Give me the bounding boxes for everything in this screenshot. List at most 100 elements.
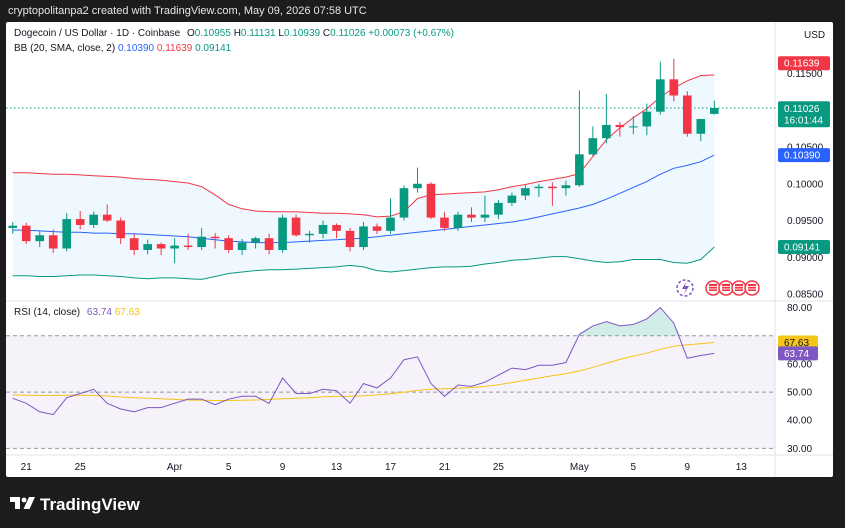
low-value: 0.10939 xyxy=(283,28,321,39)
candle-body xyxy=(696,119,706,134)
candle-body xyxy=(129,238,139,250)
rsi-badge-label: 67.63 xyxy=(784,338,809,349)
currency-label: USD xyxy=(804,30,825,41)
candle-body xyxy=(615,124,625,128)
brand-name: TradingView xyxy=(40,495,140,514)
tradingview-logo-icon xyxy=(10,494,36,518)
open-label: O xyxy=(186,28,195,39)
tradingview-brand[interactable]: TradingView xyxy=(10,493,140,517)
rsi-ma-line xyxy=(12,341,715,401)
time-tick-label: 9 xyxy=(685,462,691,473)
candle-body xyxy=(480,214,490,218)
time-tick-label: Apr xyxy=(167,462,183,473)
price-badge-label: 0.11639 xyxy=(784,59,820,70)
symbol-legend: Dogecoin / US Dollar · 1D · Coinbase O 0.… xyxy=(14,28,454,39)
candle-body xyxy=(332,224,341,231)
close-label: C xyxy=(322,28,331,39)
candle-body xyxy=(548,186,557,189)
candle-body xyxy=(35,235,45,242)
price-badge-label: 0.11026 xyxy=(784,104,820,115)
time-tick-label: 21 xyxy=(21,462,33,473)
candle-body xyxy=(62,219,72,249)
bb-upper-line xyxy=(12,74,715,218)
price-tick-label: 0.09500 xyxy=(787,216,824,227)
flash-icon xyxy=(676,279,694,297)
candle-body xyxy=(183,245,193,248)
time-tick-label: 9 xyxy=(280,462,286,473)
candle-body xyxy=(507,195,517,203)
candle-body xyxy=(629,126,638,128)
candle-body xyxy=(669,79,679,96)
candle-body xyxy=(8,225,18,228)
bb-lower-value: 0.09141 xyxy=(195,43,232,54)
price-tick-label: 0.11500 xyxy=(787,69,823,80)
us-flag-icon xyxy=(722,284,730,291)
candle-body xyxy=(534,186,544,189)
rsi-overbought-fill xyxy=(572,307,681,336)
candle-body xyxy=(642,111,652,127)
time-tick-label: May xyxy=(570,462,589,473)
candle-body xyxy=(656,79,665,112)
chart-card: 0.115000.110000.105000.100000.095000.090… xyxy=(6,22,833,477)
rsi-badge xyxy=(778,346,818,361)
candle-body xyxy=(359,226,368,248)
candle-body xyxy=(102,214,112,221)
us-flag-icon xyxy=(735,284,743,291)
rsi-ma-value: 67.63 xyxy=(114,307,140,318)
candle-body xyxy=(75,219,85,225)
rsi-tick-label: 50.00 xyxy=(787,388,812,399)
price-badge xyxy=(778,56,830,71)
price-badge xyxy=(778,239,830,254)
candle-body xyxy=(156,244,166,249)
close-value: 0.11026 xyxy=(330,28,366,39)
candle-body xyxy=(170,245,179,249)
candle-body xyxy=(48,235,58,249)
rsi-line xyxy=(12,306,715,416)
chart-icon-group xyxy=(676,279,760,297)
candle-body xyxy=(237,242,247,250)
rsi-label: RSI (14, close) xyxy=(14,307,81,318)
price-tick-label: 0.09000 xyxy=(787,253,824,264)
candle-body xyxy=(21,225,31,242)
price-badge xyxy=(778,148,830,163)
candle-body xyxy=(264,238,274,250)
price-badge xyxy=(778,101,830,128)
candle-body xyxy=(291,217,301,236)
candle-body xyxy=(561,185,571,189)
time-tick-label: 13 xyxy=(331,462,343,473)
bb-band-fill xyxy=(12,74,715,280)
candle-body xyxy=(386,217,395,231)
candle-body xyxy=(210,236,220,239)
time-tick-label: 25 xyxy=(75,462,87,473)
rsi-tick-label: 40.00 xyxy=(787,416,812,427)
symbol-title: Dogecoin / US Dollar · 1D · Coinbase xyxy=(14,28,181,39)
price-tick-label: 0.10000 xyxy=(787,179,824,190)
us-flag-icon xyxy=(709,284,717,291)
us-flag-icon xyxy=(748,284,756,291)
candle-body xyxy=(709,108,719,114)
rsi-badge xyxy=(778,335,818,350)
candle-body xyxy=(602,124,611,139)
candle-body xyxy=(305,233,314,236)
high-label: H xyxy=(233,28,241,39)
rsi-tick-label: 80.00 xyxy=(787,303,812,314)
countdown-label: 16:01:44 xyxy=(784,115,823,126)
bb-upper-value: 0.11639 xyxy=(156,43,193,54)
candle-body xyxy=(453,214,463,228)
bolt-icon xyxy=(682,282,689,294)
change-value: +0.00073 (+0.67%) xyxy=(368,28,454,39)
candle-body xyxy=(116,220,125,239)
candle-body xyxy=(682,95,692,134)
time-tick-label: 21 xyxy=(439,462,451,473)
chart-canvas[interactable]: 0.115000.110000.105000.100000.095000.090… xyxy=(6,22,833,477)
chart-caption: cryptopolitanpa2 created with TradingVie… xyxy=(8,5,367,17)
time-tick-label: 5 xyxy=(631,462,637,473)
time-tick-label: 25 xyxy=(493,462,505,473)
rsi-badge-label: 63.74 xyxy=(784,349,809,360)
candle-body xyxy=(224,238,233,250)
candle-body xyxy=(278,217,287,250)
candle-body xyxy=(575,154,584,186)
price-tick-label: 0.08500 xyxy=(787,290,824,301)
candle-body xyxy=(89,214,99,225)
candle-body xyxy=(197,236,206,248)
